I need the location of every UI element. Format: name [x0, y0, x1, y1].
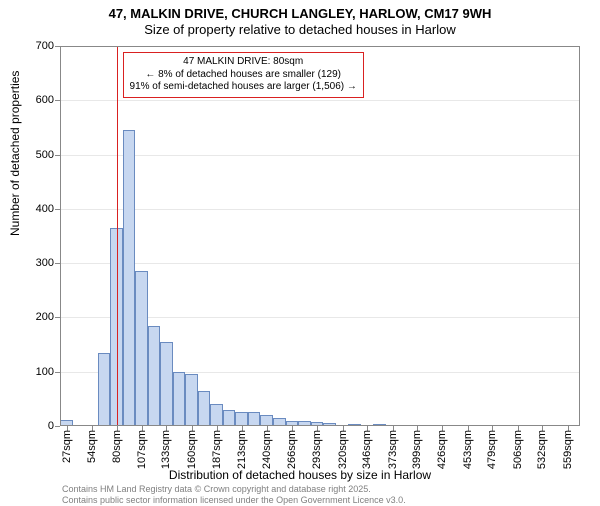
credits-line-1: Contains HM Land Registry data © Crown c… — [62, 484, 406, 495]
plot-area: 010020030040050060070027sqm54sqm80sqm107… — [60, 46, 580, 426]
ytick-label: 500 — [24, 149, 54, 161]
plot-border — [60, 46, 580, 426]
chart-title-sub: Size of property relative to detached ho… — [0, 22, 600, 38]
xtick-label: 54sqm — [86, 430, 98, 463]
ytick-label: 600 — [24, 94, 54, 106]
xtick-label: 453sqm — [462, 430, 474, 469]
ytick-label: 200 — [24, 311, 54, 323]
ytick-label: 700 — [24, 40, 54, 52]
xtick-label: 479sqm — [486, 430, 498, 469]
xtick-label: 240sqm — [261, 430, 273, 469]
credits-line-2: Contains public sector information licen… — [62, 495, 406, 506]
xtick-label: 133sqm — [160, 430, 172, 469]
xtick-label: 506sqm — [512, 430, 524, 469]
chart-title-main: 47, MALKIN DRIVE, CHURCH LANGLEY, HARLOW… — [0, 6, 600, 22]
xtick-label: 293sqm — [311, 430, 323, 469]
ytick-label: 300 — [24, 257, 54, 269]
y-axis-label: Number of detached properties — [8, 71, 22, 236]
xtick-label: 346sqm — [361, 430, 373, 469]
xtick-label: 213sqm — [236, 430, 248, 469]
x-axis-label: Distribution of detached houses by size … — [0, 468, 600, 482]
xtick-label: 187sqm — [211, 430, 223, 469]
xtick-label: 160sqm — [186, 430, 198, 469]
data-credits: Contains HM Land Registry data © Crown c… — [62, 484, 406, 506]
xtick-label: 266sqm — [286, 430, 298, 469]
xtick-label: 80sqm — [111, 430, 123, 463]
xtick-label: 373sqm — [387, 430, 399, 469]
xtick-label: 426sqm — [436, 430, 448, 469]
ytick-mark — [55, 426, 60, 427]
xtick-label: 27sqm — [61, 430, 73, 463]
xtick-label: 320sqm — [337, 430, 349, 469]
ytick-label: 400 — [24, 203, 54, 215]
xtick-label: 399sqm — [411, 430, 423, 469]
xtick-label: 532sqm — [536, 430, 548, 469]
chart-title-block: 47, MALKIN DRIVE, CHURCH LANGLEY, HARLOW… — [0, 0, 600, 39]
ytick-label: 0 — [24, 420, 54, 432]
ytick-label: 100 — [24, 366, 54, 378]
xtick-label: 559sqm — [562, 430, 574, 469]
xtick-label: 107sqm — [136, 430, 148, 469]
property-size-histogram: 47, MALKIN DRIVE, CHURCH LANGLEY, HARLOW… — [0, 0, 600, 500]
